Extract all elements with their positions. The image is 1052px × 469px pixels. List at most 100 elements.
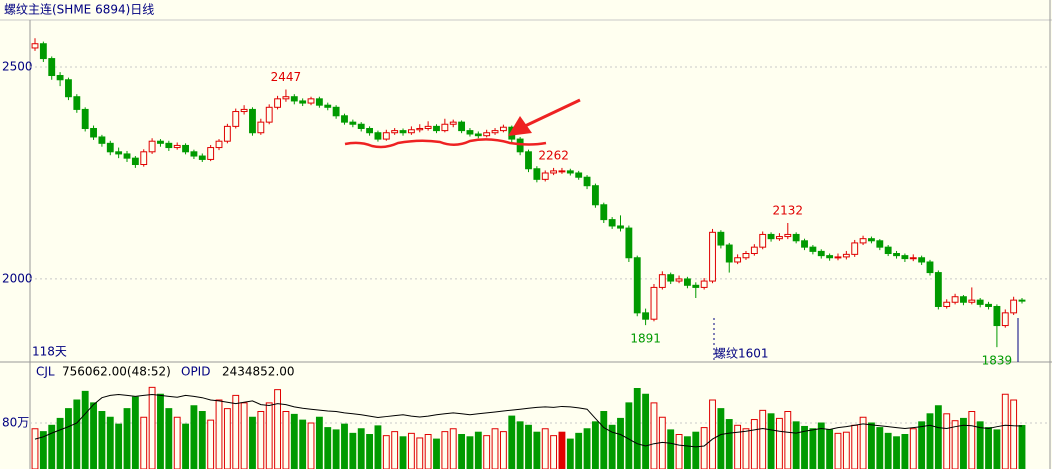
candle-body [223, 125, 231, 142]
candle-body [625, 227, 633, 259]
volume-bar [742, 428, 750, 469]
volume-bar [591, 421, 599, 469]
candle-body [257, 121, 265, 134]
volume-bar [516, 421, 524, 469]
rollover-label: 螺纹1601 [714, 347, 769, 361]
candle-body [985, 303, 992, 307]
candle-body [307, 98, 315, 104]
volume-bar [617, 417, 624, 469]
volume-value: 756062.00(48:52) [62, 365, 171, 379]
volume-bar [115, 423, 123, 469]
candle-body [834, 256, 842, 259]
arrow-head [508, 116, 532, 136]
volume-bar [207, 419, 215, 469]
candle-body [315, 98, 323, 106]
volume-bar [642, 393, 650, 469]
candle-body [290, 96, 298, 102]
volume-bar [809, 428, 817, 469]
candle-body [608, 219, 616, 227]
candle-body [918, 257, 926, 263]
volume-bar [399, 436, 407, 469]
candle-body [901, 255, 909, 260]
candle-body [675, 278, 683, 282]
candle-body [232, 111, 240, 127]
volume-bar [683, 436, 691, 469]
volume-bar [81, 390, 89, 469]
volume-bar [282, 411, 290, 469]
oi-value: 2434852.00 [222, 365, 295, 379]
volume-bar [257, 411, 265, 469]
volume-bar [391, 431, 399, 469]
volume-bar [433, 438, 440, 469]
volume-bar [943, 413, 951, 469]
volume-bar [299, 419, 307, 469]
volume-bar [633, 388, 641, 469]
candle-body [734, 257, 742, 263]
volume-bar [140, 416, 148, 469]
volume-tick-label: 80万 [2, 416, 29, 430]
volume-bar [851, 424, 859, 469]
candle-body [683, 278, 691, 286]
candle-body [926, 261, 934, 274]
candle-body [190, 151, 198, 157]
candle-body [1001, 312, 1009, 327]
candle-body [366, 127, 374, 134]
candle-body [140, 151, 148, 166]
volume-bar [976, 421, 984, 469]
volume-bar [583, 428, 591, 469]
candle-body [934, 272, 942, 307]
candle-body [801, 240, 808, 248]
volume-bar [725, 419, 733, 469]
candle-body [240, 108, 248, 113]
volume-bar [541, 428, 549, 469]
volume-bar [934, 405, 942, 469]
candle-body [207, 147, 215, 160]
volume-bar [349, 432, 357, 469]
candle-body [767, 233, 775, 240]
volume-bar [692, 431, 700, 469]
volume-bar [558, 431, 566, 469]
volume-bar [198, 411, 206, 469]
volume-bar [667, 429, 675, 469]
volume-bar [449, 428, 457, 469]
volume-bar [182, 423, 189, 469]
volume-bar [416, 437, 424, 469]
candle-body [575, 172, 583, 178]
candle-body [399, 130, 407, 134]
volume-bar [650, 402, 658, 469]
candle-body [633, 257, 641, 314]
candle-body [458, 121, 466, 132]
candle-body [407, 129, 415, 134]
volume-bar [315, 416, 323, 469]
volume-bar [474, 431, 482, 469]
volume-bar [215, 399, 223, 469]
candle-body [1018, 299, 1026, 302]
candle-body [157, 140, 164, 144]
candle-body [976, 299, 984, 305]
candle-body [533, 168, 541, 180]
volume-bar [801, 425, 808, 469]
candle-body [884, 246, 892, 255]
hand-drawn-arrow [524, 98, 581, 128]
volume-bar [290, 413, 298, 469]
volume-bar [499, 431, 507, 469]
volume-bar [249, 416, 256, 469]
candle-body [391, 130, 399, 134]
candle-body [31, 43, 39, 49]
volume-bar [792, 421, 800, 469]
volume-bar [148, 386, 156, 469]
candle-body [98, 136, 106, 144]
chart-title: 螺纹主连(SHME 6894)日线 [4, 2, 154, 17]
volume-bar [533, 431, 541, 469]
volume-bar [884, 432, 892, 469]
candle-body [165, 142, 173, 149]
volume-bar [131, 396, 139, 469]
candle-body [299, 100, 307, 104]
oi-label: OPID [181, 365, 210, 379]
candle-body [951, 296, 959, 303]
volume-bar [826, 429, 834, 469]
candle-body [909, 257, 917, 260]
y-tick-label: 2000 [2, 271, 33, 285]
candle-body [282, 96, 290, 100]
